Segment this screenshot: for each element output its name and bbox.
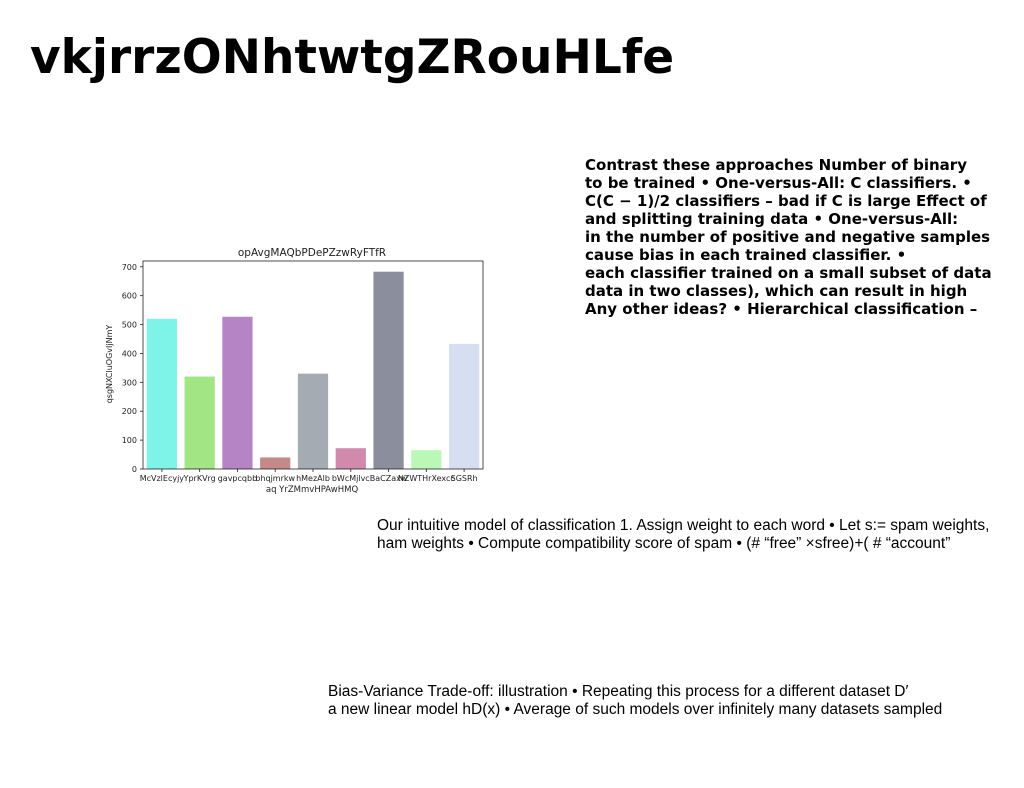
slide-title: vkjrrzONhtwtgZRouHLfe: [30, 30, 675, 85]
x-tick-label: McVzlEcyjy: [140, 474, 185, 483]
y-tick-label: 400: [122, 349, 137, 358]
bar-gavpcqbb: [222, 316, 253, 469]
bar-bWcMjlvc: [335, 448, 366, 469]
plot-frame: [142, 260, 484, 470]
paragraph-line: ham weights • Compute compatibility scor…: [377, 535, 951, 552]
bar-NZWTHrXexcc: [411, 450, 442, 469]
chart-x-axis-label: aq YrZMmvHPAwHMQ: [266, 485, 359, 495]
bold-text-line: Any other ideas? • Hierarchical classifi…: [585, 300, 978, 318]
bold-text-line: in the number of positive and negative s…: [585, 228, 991, 246]
y-tick-label: 300: [122, 378, 137, 387]
bold-text-line: C(C − 1)/2 classifiers – bad if C is lar…: [585, 192, 987, 210]
bar-SGSRh: [449, 343, 480, 469]
x-tick-label: bhqjmrkw: [255, 474, 295, 483]
x-tick-label: NZWTHrXexcc: [398, 474, 455, 483]
paragraph-line: Our intuitive model of classification 1.…: [377, 517, 990, 534]
bold-text-line: Contrast these approaches Number of bina…: [585, 156, 967, 174]
paragraph-bias-variance: Bias-Variance Trade-off: illustration • …: [328, 683, 942, 719]
x-tick-label: bWcMjlvc: [332, 474, 370, 483]
chart-title: opAvgMAQbPDePZzwRyFTfR: [238, 247, 386, 259]
bold-text-line: and splitting training data • One-versus…: [585, 210, 959, 228]
bold-text-line: each classifier trained on a small subse…: [585, 264, 992, 282]
bar-McVzlEcyjy: [146, 318, 177, 469]
bar-YprKVrg: [184, 376, 215, 469]
bold-text-line: data in two classes), which can result i…: [585, 282, 968, 300]
x-tick-label: BaCZaxw: [370, 474, 408, 483]
chart-y-axis-label: qsgNXCluOGvIjNmY: [105, 325, 114, 404]
bold-text-line: cause bias in each trained classifier. •: [585, 246, 907, 264]
bold-text-block: Contrast these approaches Number of bina…: [585, 156, 1021, 318]
paragraph-classification-model: Our intuitive model of classification 1.…: [377, 517, 989, 553]
bar-bhqjmrkw: [260, 457, 291, 469]
y-tick-label: 200: [122, 407, 137, 416]
x-tick-label: hMezAlb: [296, 474, 330, 483]
x-tick-label: YprKVrg: [183, 474, 216, 483]
bar-hMezAlb: [297, 373, 329, 469]
bar-chart: opAvgMAQbPDePZzwRyFTfR qsgNXCluOGvIjNmY …: [105, 247, 484, 495]
x-tick-label: gavpcqbb: [218, 474, 257, 483]
y-tick-label: 600: [122, 292, 137, 301]
y-tick-label: 500: [122, 321, 137, 330]
y-tick-label: 100: [122, 436, 137, 445]
y-tick-label: 0: [132, 465, 137, 474]
y-tick-label: 700: [122, 263, 137, 272]
paragraph-line: a new linear model hD(x) • Average of su…: [328, 701, 943, 718]
paragraph-line: Bias-Variance Trade-off: illustration • …: [328, 683, 909, 700]
x-tick-label: SGSRh: [451, 474, 478, 483]
bar-BaCZaxw: [373, 271, 404, 469]
bold-text-line: to be trained • One-versus-All: C classi…: [585, 174, 972, 192]
